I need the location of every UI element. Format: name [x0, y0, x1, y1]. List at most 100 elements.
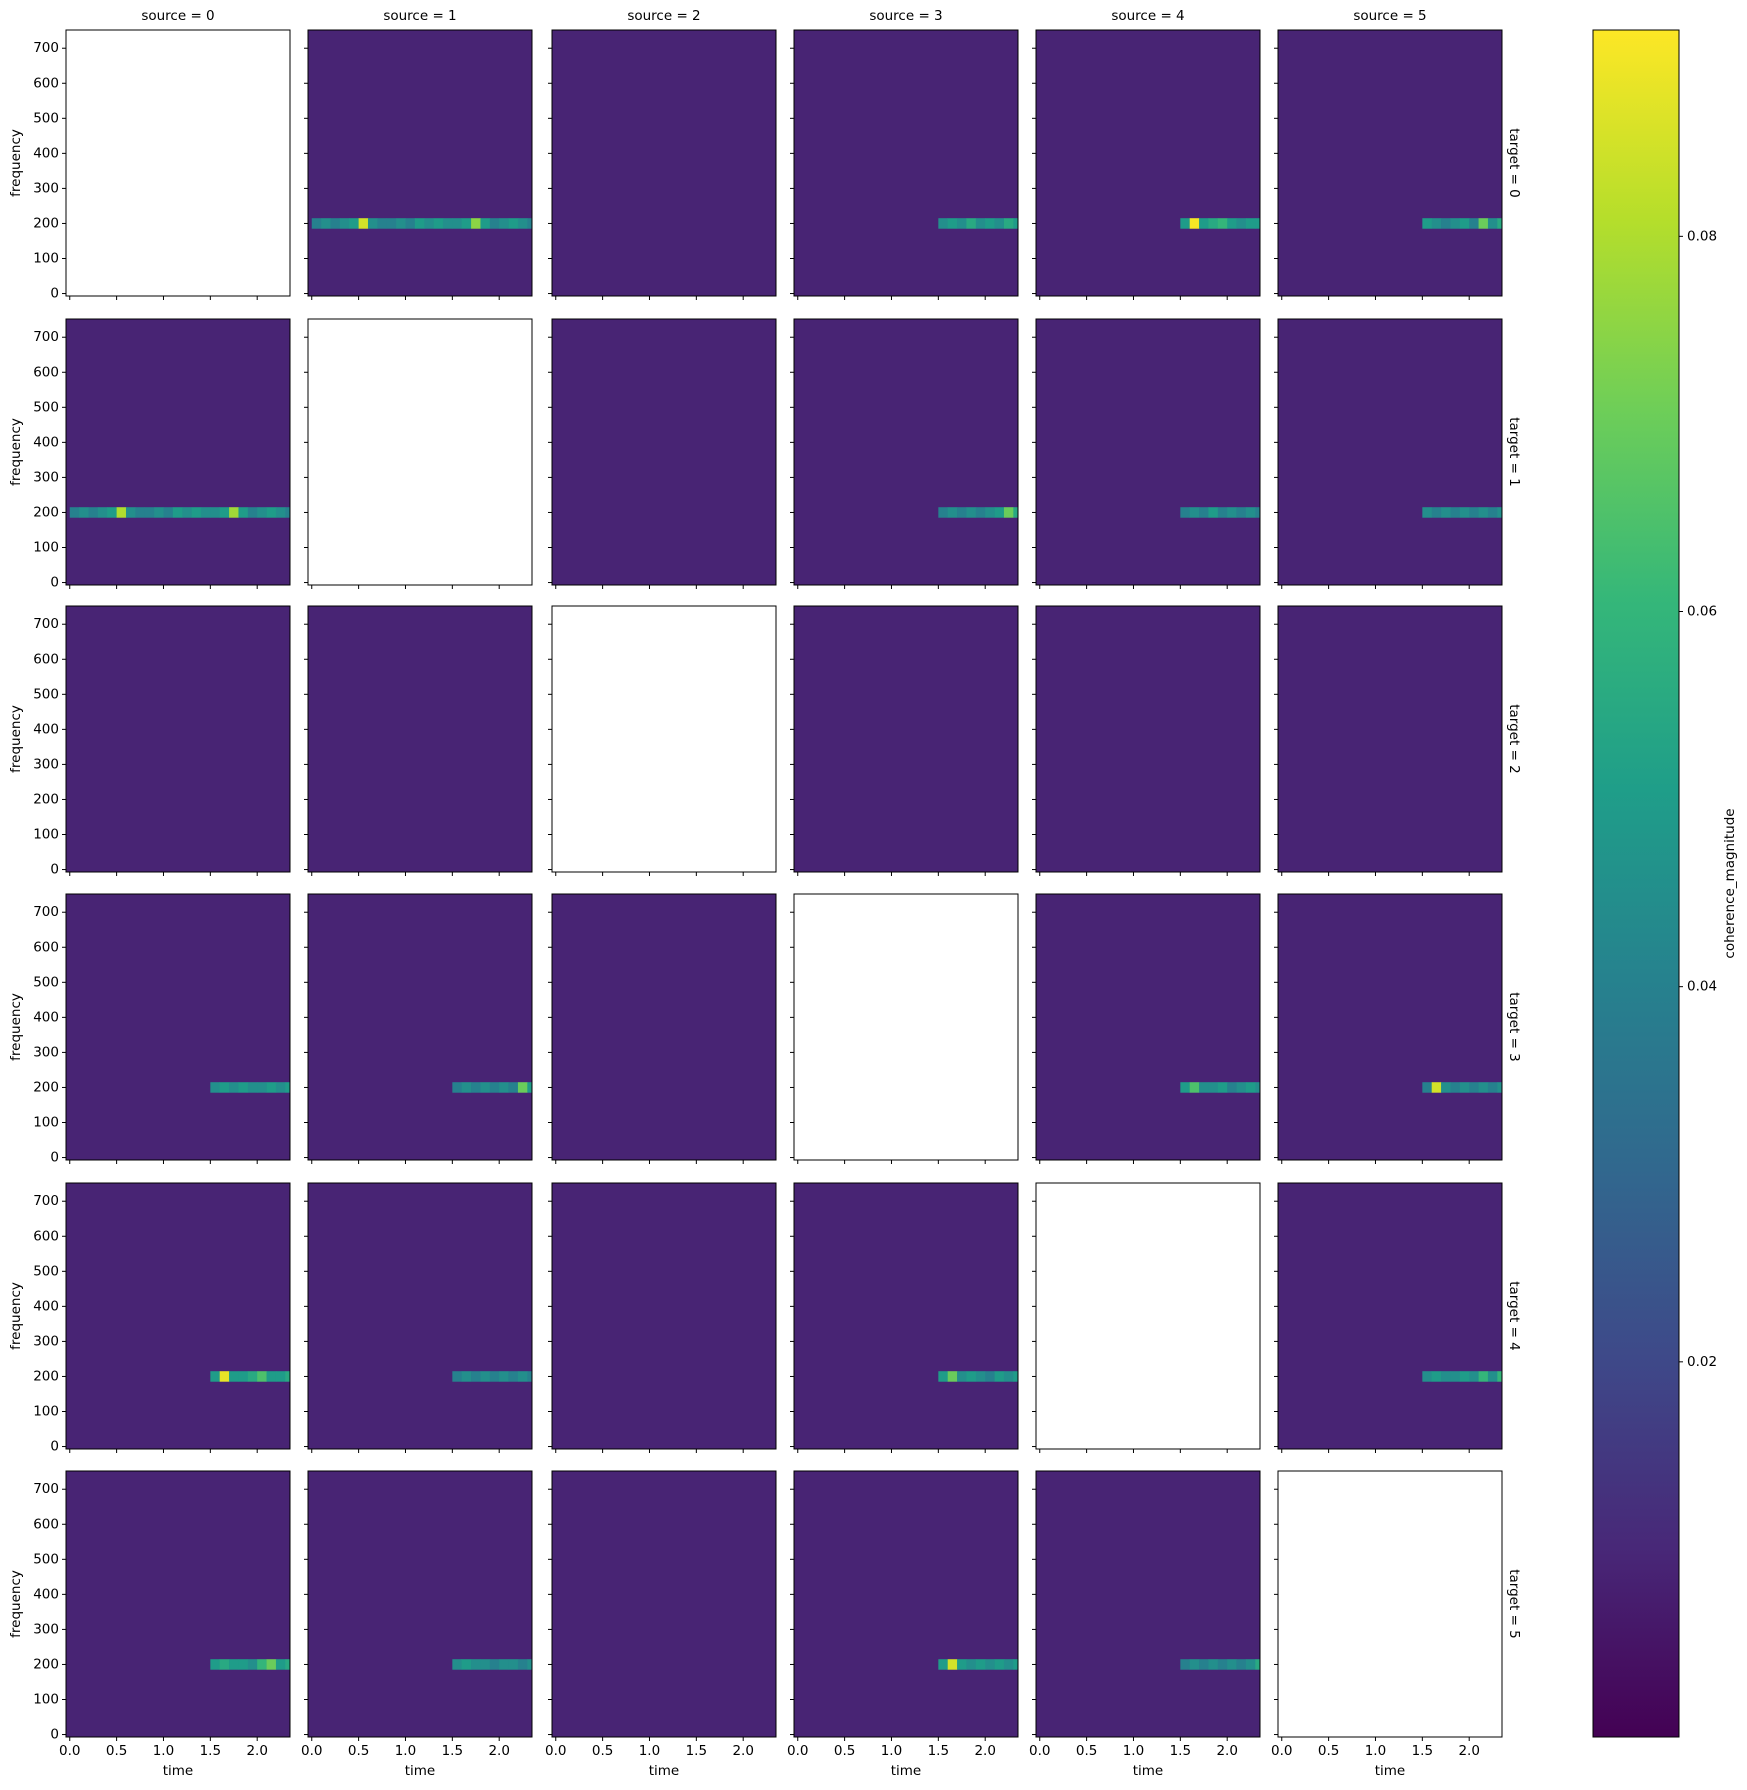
heatmap-cell	[452, 1659, 463, 1670]
heatmap-cell	[247, 507, 258, 518]
heatmap-cell	[947, 1659, 958, 1670]
heatmap-cell	[1441, 1371, 1451, 1382]
heatmap-background	[308, 1471, 532, 1737]
x-tick-label: 0.5	[592, 1743, 613, 1759]
heatmap-cell	[1003, 1371, 1014, 1382]
heatmap-cell	[947, 218, 958, 229]
y-tick-label: 700	[33, 904, 59, 920]
heatmap-cell	[938, 218, 949, 229]
heatmap-cell	[994, 1371, 1005, 1382]
heatmap-cell	[985, 1371, 995, 1382]
heatmap-cell	[1217, 218, 1228, 229]
x-tick-label: 0.0	[1029, 1743, 1050, 1759]
heatmap-cell	[1227, 507, 1237, 518]
x-tick-label: 0.5	[1318, 1743, 1339, 1759]
y-tick-label: 600	[33, 1228, 59, 1244]
heatmap-cell	[1245, 507, 1256, 518]
heatmap-cell	[1217, 1659, 1228, 1670]
heatmap-cell	[229, 1659, 239, 1670]
heatmap-cell	[1431, 1082, 1442, 1093]
row-title: target = 3	[1506, 992, 1522, 1062]
panel-frame	[1277, 605, 1503, 873]
heatmap-cell	[1478, 507, 1489, 518]
y-tick-label: 500	[33, 110, 59, 126]
x-tick-label: 1.5	[200, 1743, 221, 1759]
panel	[66, 1183, 290, 1449]
panel	[308, 1183, 532, 1449]
heatmap-cell	[480, 1371, 491, 1382]
y-tick-label: 600	[33, 1516, 59, 1532]
heatmap-cell	[517, 218, 528, 229]
heatmap-cell	[452, 1082, 463, 1093]
x-tick-label: 1.5	[686, 1743, 707, 1759]
heatmap-background	[794, 1183, 1018, 1449]
panel-frame	[65, 1470, 291, 1738]
x-tick-label: 1.5	[442, 1743, 463, 1759]
heatmap-cell	[247, 1659, 258, 1670]
heatmap-cell	[1208, 507, 1219, 518]
heatmap-cell	[975, 507, 986, 518]
panel	[308, 1471, 532, 1737]
y-axis-label: frequency	[8, 705, 24, 773]
panel-frame	[307, 29, 533, 297]
x-tick-label: 1.5	[928, 1743, 949, 1759]
heatmap-cell	[210, 1371, 221, 1382]
heatmap-cell	[1003, 507, 1014, 518]
heatmap-cell	[1199, 218, 1209, 229]
heatmap-cell	[1180, 1659, 1191, 1670]
heatmap-cell	[1208, 1659, 1219, 1670]
y-tick-label: 400	[33, 145, 59, 161]
heatmap-cell	[966, 1659, 977, 1670]
panel-frame	[551, 605, 777, 873]
heatmap-cell	[938, 1659, 949, 1670]
heatmap-cell	[1478, 218, 1489, 229]
heatmap-cell	[79, 507, 89, 518]
panel	[1278, 30, 1502, 296]
heatmap-cell	[480, 1659, 491, 1670]
heatmap-cell	[210, 1082, 221, 1093]
y-tick-label: 0	[50, 575, 59, 591]
heatmap-cell	[107, 507, 117, 518]
panel	[66, 894, 290, 1160]
heatmap-cell	[219, 1371, 230, 1382]
y-tick-label: 300	[33, 1333, 59, 1349]
panel-frame	[307, 1470, 533, 1738]
heatmap-background	[308, 1183, 532, 1449]
heatmap-cell	[247, 1371, 258, 1382]
y-tick-label: 0	[50, 1727, 59, 1743]
heatmap-cell	[1487, 1371, 1498, 1382]
heatmap-cell	[257, 507, 267, 518]
panel	[66, 319, 290, 585]
panel-frame	[793, 1182, 1019, 1450]
panel	[1278, 606, 1502, 872]
panel-frame	[793, 318, 1019, 586]
heatmap-cell	[219, 1082, 230, 1093]
y-tick-label: 100	[33, 540, 59, 556]
panel	[1036, 1471, 1260, 1737]
y-tick-label: 300	[33, 469, 59, 485]
heatmap-cell	[238, 1082, 249, 1093]
heatmap-background	[66, 319, 290, 585]
heatmap-cell	[1487, 507, 1498, 518]
y-tick-label: 100	[33, 827, 59, 843]
heatmap-cell	[414, 218, 425, 229]
y-tick-label: 600	[33, 364, 59, 380]
x-axis-label: time	[405, 1763, 436, 1779]
panel	[794, 1183, 1018, 1449]
heatmap-cell	[1255, 218, 1260, 229]
panel-frame	[307, 1182, 533, 1450]
heatmap-cell	[1236, 507, 1247, 518]
y-tick-label: 600	[33, 939, 59, 955]
panel	[552, 30, 776, 296]
heatmap-background	[794, 30, 1018, 296]
panel	[552, 1471, 776, 1737]
heatmap-cell	[275, 1659, 286, 1670]
panel	[1036, 319, 1260, 585]
heatmap-cell	[247, 1082, 258, 1093]
panel-frame	[793, 605, 1019, 873]
column-title: source = 0	[141, 8, 214, 24]
heatmap-cell	[471, 1371, 481, 1382]
heatmap-cell	[1459, 507, 1470, 518]
panel	[308, 30, 532, 296]
x-tick-label: 2.0	[246, 1743, 267, 1759]
